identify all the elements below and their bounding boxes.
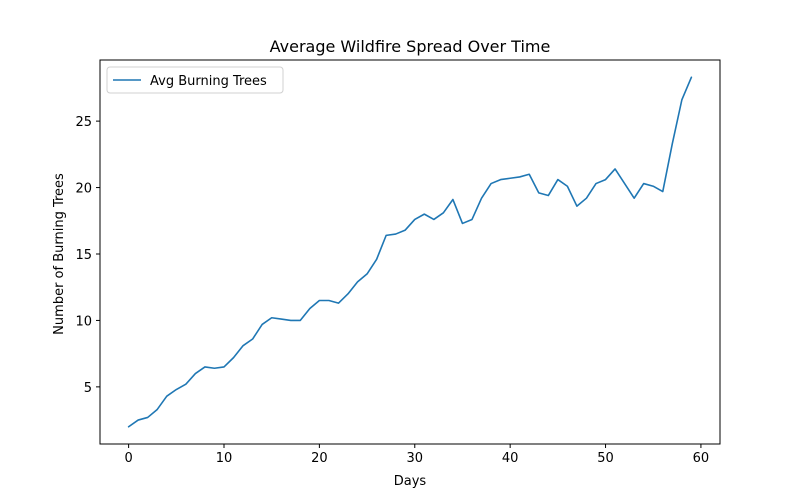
legend-label: Avg Burning Trees: [150, 74, 267, 89]
x-tick-label: 10: [216, 451, 233, 466]
plot-frame: [99, 59, 721, 445]
y-tick-label: 15: [75, 248, 92, 263]
x-axis-label: Days: [394, 474, 427, 489]
x-tick-label: 40: [502, 451, 519, 466]
y-tick-label: 20: [75, 182, 92, 197]
x-tick-label: 20: [311, 451, 328, 466]
x-tick-label: 50: [597, 451, 614, 466]
plot-area: 0 10 20 30 40 50 60 5 10 15 20 25 Avg Burning Trees: [75, 59, 721, 466]
y-axis-label: Number of Burning Trees: [52, 173, 67, 335]
y-tick-label: 10: [75, 314, 92, 329]
x-tick-label: 60: [693, 451, 710, 466]
chart-title: Average Wildfire Spread Over Time: [270, 37, 551, 56]
y-tick-label: 25: [75, 115, 92, 130]
series-line: [127, 76, 693, 428]
x-tick-label: 0: [124, 451, 132, 466]
y-tick-label: 5: [84, 381, 92, 396]
legend-box: [106, 66, 284, 94]
x-tick-label: 30: [406, 451, 423, 466]
